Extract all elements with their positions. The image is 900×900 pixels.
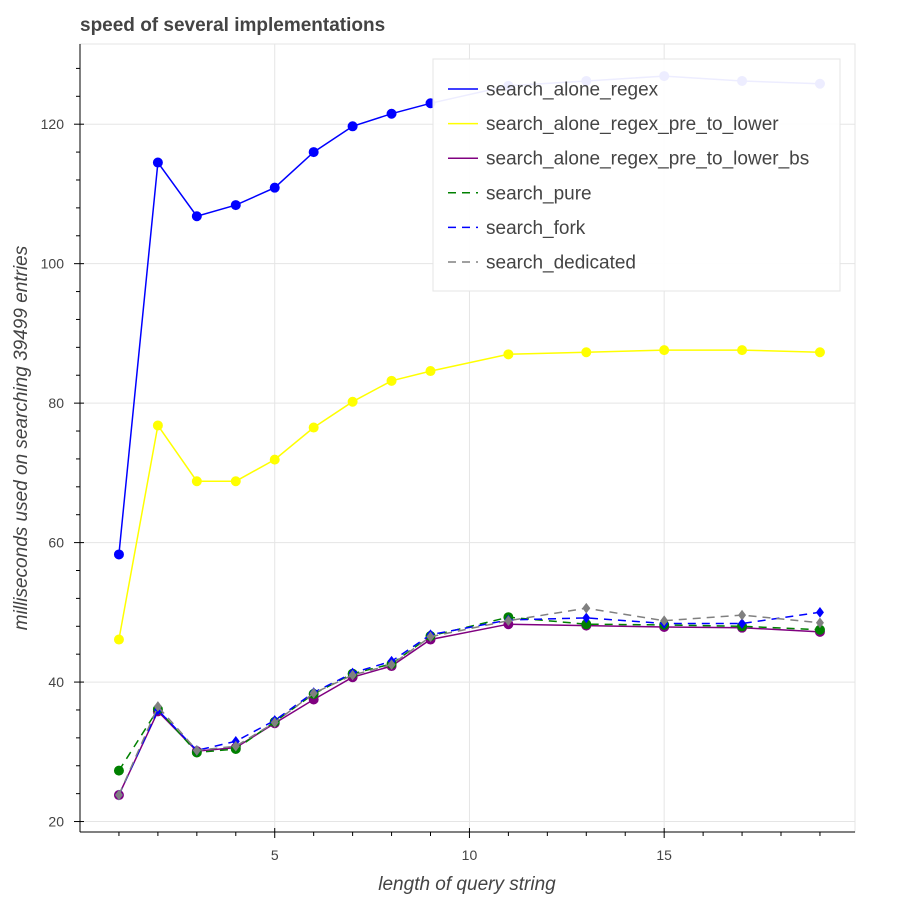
data-point: [659, 345, 670, 356]
data-point: [152, 157, 163, 168]
x-tick-label: 10: [462, 847, 478, 863]
legend-label: search_fork: [486, 218, 586, 239]
y-tick-label: 60: [48, 535, 64, 551]
legend-item-search_alone_regex_pre_to_lower_bs[interactable]: search_alone_regex_pre_to_lower_bs: [448, 149, 809, 170]
data-point: [582, 612, 591, 624]
data-point: [582, 602, 591, 614]
x-tick-label: 15: [656, 847, 672, 863]
data-point: [309, 687, 318, 699]
data-point: [581, 347, 592, 358]
data-point: [231, 740, 240, 752]
data-point: [738, 618, 747, 629]
series-search_dedicated: [114, 602, 824, 801]
data-point: [814, 347, 825, 358]
data-point: [230, 476, 241, 487]
y-tick-label: 100: [41, 256, 65, 272]
legend-label: search_alone_regex_pre_to_lower_bs: [486, 149, 809, 170]
data-point: [347, 396, 358, 407]
data-point: [815, 607, 824, 618]
y-tick-label: 120: [41, 116, 65, 132]
y-axis-label: milliseconds used on searching 39499 ent…: [11, 245, 32, 630]
data-point: [230, 200, 241, 211]
legend[interactable]: search_alone_regex search_alone_regex_pre…: [432, 58, 841, 292]
data-point: [113, 765, 124, 776]
x-axis-label: length of query string: [378, 874, 556, 895]
legend-item-search_fork[interactable]: search_fork: [448, 218, 586, 239]
data-point: [815, 617, 824, 629]
data-point: [660, 615, 669, 627]
legend-item-search_alone_regex_pre_to_lower[interactable]: search_alone_regex_pre_to_lower: [448, 114, 779, 135]
data-point: [738, 609, 747, 621]
chart-title: speed of several implementations: [80, 15, 385, 36]
data-point: [426, 631, 435, 643]
data-point: [503, 349, 514, 360]
data-point: [269, 454, 280, 465]
data-point: [153, 701, 162, 712]
y-tick-label: 80: [48, 395, 64, 411]
data-point: [737, 345, 748, 356]
series-line: [118, 607, 820, 796]
data-point: [269, 182, 280, 193]
data-point: [386, 108, 397, 119]
series-group: [113, 71, 825, 801]
series-line: [118, 349, 820, 640]
data-point: [152, 420, 163, 431]
data-point: [308, 422, 319, 433]
data-point: [191, 211, 202, 222]
data-point: [270, 717, 279, 728]
data-point: [348, 669, 357, 681]
data-point: [191, 476, 202, 487]
legend-label: search_alone_regex_pre_to_lower: [486, 114, 779, 135]
data-point: [504, 615, 513, 627]
y-tick-label: 20: [48, 814, 64, 830]
data-point: [425, 366, 436, 377]
series-line: [118, 623, 820, 796]
legend-item-search_alone_regex[interactable]: search_alone_regex: [448, 80, 659, 101]
legend-label: search_dedicated: [486, 253, 636, 274]
data-point: [386, 375, 397, 386]
legend-item-search_pure[interactable]: search_pure: [448, 183, 592, 204]
series-line: [118, 616, 820, 772]
x-tick-label: 5: [271, 847, 279, 863]
data-point: [113, 634, 124, 645]
data-point: [347, 121, 358, 132]
axes: 5 10 15 20 40 60 80 100 120: [41, 44, 855, 863]
data-point: [387, 659, 396, 670]
legend-box: [432, 58, 841, 292]
legend-label: search_pure: [486, 183, 592, 204]
series-line: [118, 611, 821, 796]
y-tick-label: 40: [48, 674, 64, 690]
data-point: [192, 745, 201, 756]
data-point: [113, 549, 124, 560]
legend-item-search_dedicated[interactable]: search_dedicated: [448, 253, 636, 274]
series-search_alone_regex_pre_to_lower: [113, 345, 825, 645]
legend-label: search_alone_regex: [486, 80, 659, 101]
data-point: [114, 789, 123, 801]
data-point: [308, 147, 319, 158]
